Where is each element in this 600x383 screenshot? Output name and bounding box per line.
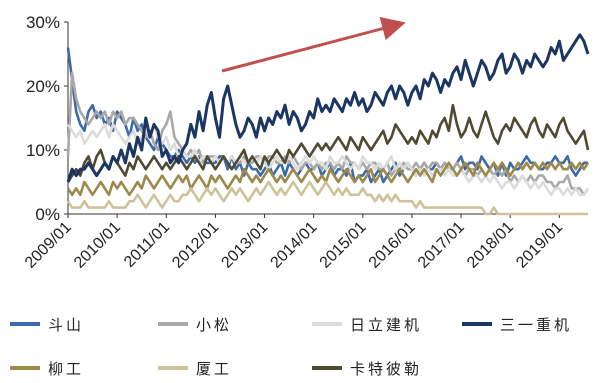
x-axis: 2009/012010/012011/012012/012013/012014/…: [22, 213, 588, 272]
x-tick-label: 2018/01: [464, 219, 517, 272]
x-tick-label: 2011/01: [121, 219, 173, 271]
legend-item: 柳工: [10, 356, 84, 380]
x-tick-label: 2015/01: [317, 219, 370, 272]
x-tick-label: 2014/01: [268, 219, 321, 272]
legend-label: 三一重机: [500, 315, 573, 334]
legend-item: 厦工: [158, 356, 232, 380]
y-tick-label: 0%: [35, 205, 60, 224]
series-line-3: [66, 33, 590, 183]
x-tick-label: 2010/01: [71, 219, 124, 272]
series-line-6: [66, 103, 590, 183]
x-tick-label: 2019/01: [513, 219, 566, 272]
x-tick-label: 2009/01: [22, 219, 75, 272]
legend-swatch: [158, 366, 188, 370]
y-tick-label: 20%: [26, 77, 60, 96]
legend-item: 斗山: [10, 312, 84, 336]
legend-swatch: [462, 322, 492, 326]
legend-swatch: [312, 322, 342, 326]
series-line-5: [66, 180, 588, 216]
legend-label: 斗山: [48, 315, 85, 334]
legend-swatch: [312, 366, 342, 370]
x-tick-label: 2013/01: [218, 219, 271, 272]
x-tick-label: 2017/01: [415, 219, 468, 272]
legend-item: 三一重机: [462, 312, 572, 336]
legend-item: 卡特彼勒: [312, 356, 422, 380]
legend-label: 卡特彼勒: [350, 359, 423, 378]
trend-arrow: [221, 16, 406, 73]
legend-item: 小松: [158, 312, 232, 336]
legend-swatch: [10, 366, 40, 370]
legend-label: 小松: [196, 315, 233, 334]
line-chart: 0% 10% 20% 30% 2009/012010/012011/012012/01…: [22, 13, 590, 272]
series-line-4: [66, 161, 590, 197]
x-tick-label: 2012/01: [169, 219, 222, 272]
legend-item: 日立建机: [312, 312, 422, 336]
series-layer: [66, 33, 590, 216]
legend-label: 日立建机: [350, 315, 423, 334]
y-tick-label: 30%: [26, 13, 60, 32]
legend-label: 厦工: [196, 359, 233, 378]
y-tick-label: 10%: [26, 141, 60, 160]
legend-swatch: [10, 322, 40, 326]
y-axis: 0% 10% 20% 30%: [26, 13, 69, 224]
annotation-layer: [221, 16, 406, 73]
legend-label: 柳工: [48, 359, 85, 378]
legend-swatch: [158, 322, 188, 326]
x-tick-label: 2016/01: [366, 219, 419, 272]
